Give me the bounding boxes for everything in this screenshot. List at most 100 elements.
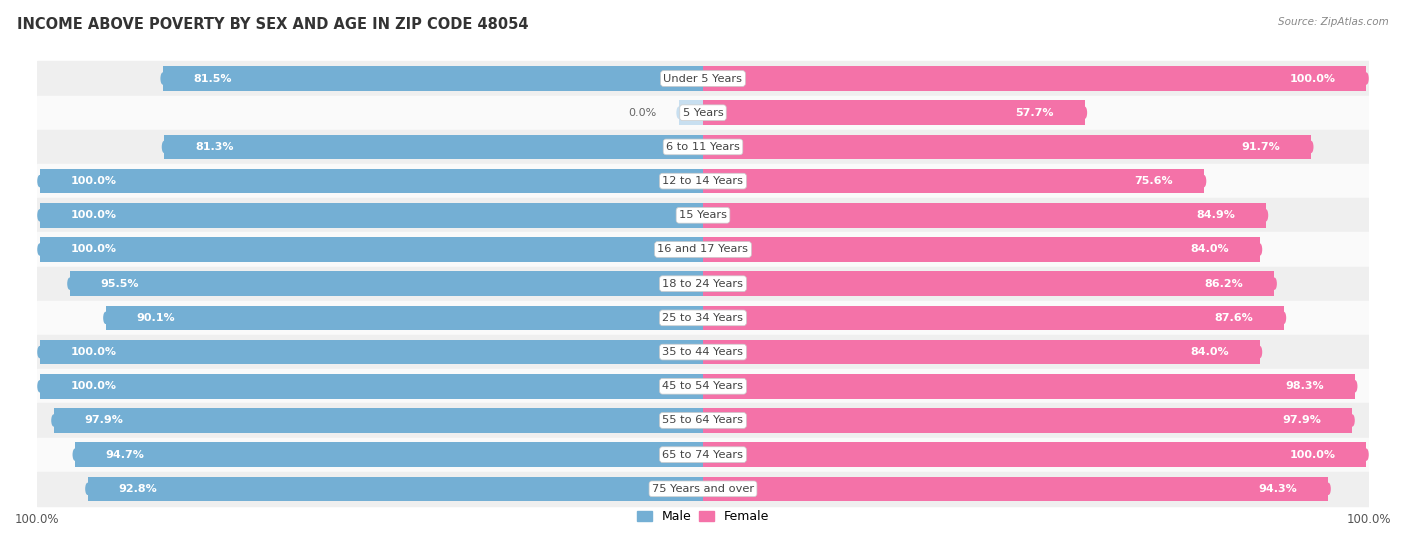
- Circle shape: [37, 380, 42, 392]
- Circle shape: [1083, 107, 1087, 119]
- Bar: [700, 408, 703, 433]
- Bar: [703, 340, 1260, 364]
- Circle shape: [700, 243, 706, 255]
- Bar: [37, 301, 1369, 335]
- Bar: [700, 66, 703, 91]
- Bar: [700, 476, 703, 501]
- Bar: [163, 66, 703, 91]
- Circle shape: [37, 346, 42, 358]
- Circle shape: [700, 175, 706, 187]
- Bar: [703, 374, 1355, 399]
- Circle shape: [700, 277, 706, 290]
- Text: 98.3%: 98.3%: [1285, 381, 1324, 391]
- Text: 100.0%: 100.0%: [70, 347, 117, 357]
- Text: 57.7%: 57.7%: [1015, 108, 1054, 118]
- Circle shape: [67, 277, 72, 290]
- Bar: [703, 408, 1353, 433]
- Bar: [37, 198, 1369, 233]
- Text: 0.0%: 0.0%: [628, 108, 657, 118]
- Text: 16 and 17 Years: 16 and 17 Years: [658, 244, 748, 254]
- Bar: [703, 476, 706, 501]
- Bar: [37, 61, 1369, 96]
- Bar: [37, 335, 1369, 369]
- Circle shape: [1364, 72, 1369, 84]
- Bar: [703, 271, 706, 296]
- Bar: [703, 66, 706, 91]
- Bar: [703, 169, 706, 193]
- Text: 84.0%: 84.0%: [1191, 347, 1229, 357]
- Circle shape: [1264, 209, 1268, 221]
- Circle shape: [700, 414, 706, 427]
- Circle shape: [162, 141, 166, 153]
- Bar: [703, 306, 706, 330]
- Circle shape: [1281, 312, 1286, 324]
- Text: 65 to 74 Years: 65 to 74 Years: [662, 449, 744, 459]
- Text: 18 to 24 Years: 18 to 24 Years: [662, 279, 744, 288]
- Bar: [37, 438, 1369, 472]
- Circle shape: [51, 414, 56, 427]
- Circle shape: [700, 209, 706, 221]
- Circle shape: [700, 141, 706, 153]
- Text: 5 Years: 5 Years: [683, 108, 723, 118]
- Text: Source: ZipAtlas.com: Source: ZipAtlas.com: [1278, 17, 1389, 27]
- Text: 15 Years: 15 Years: [679, 210, 727, 220]
- Bar: [703, 203, 706, 228]
- Circle shape: [1309, 141, 1313, 153]
- Text: 97.9%: 97.9%: [84, 415, 124, 425]
- Text: 100.0%: 100.0%: [70, 244, 117, 254]
- Circle shape: [1257, 243, 1263, 255]
- Bar: [37, 369, 1369, 404]
- Text: 6 to 11 Years: 6 to 11 Years: [666, 142, 740, 152]
- Bar: [39, 374, 703, 399]
- Circle shape: [1326, 482, 1331, 495]
- Text: 55 to 64 Years: 55 to 64 Years: [662, 415, 744, 425]
- Bar: [75, 442, 703, 467]
- Bar: [700, 271, 703, 296]
- Bar: [700, 374, 703, 399]
- Circle shape: [1257, 346, 1263, 358]
- Circle shape: [1272, 277, 1277, 290]
- Text: 94.3%: 94.3%: [1258, 484, 1298, 494]
- Bar: [703, 135, 706, 159]
- Bar: [703, 66, 1367, 91]
- Circle shape: [700, 209, 706, 221]
- Circle shape: [700, 72, 706, 84]
- Circle shape: [700, 312, 706, 324]
- Circle shape: [103, 312, 108, 324]
- Bar: [37, 267, 1369, 301]
- Bar: [87, 476, 703, 501]
- Bar: [703, 306, 1284, 330]
- Bar: [37, 404, 1369, 438]
- Circle shape: [700, 243, 706, 255]
- Circle shape: [73, 448, 77, 461]
- Bar: [700, 169, 703, 193]
- Text: 100.0%: 100.0%: [1289, 449, 1336, 459]
- Text: 75.6%: 75.6%: [1135, 176, 1173, 186]
- Bar: [700, 237, 703, 262]
- Circle shape: [37, 175, 42, 187]
- Text: 81.5%: 81.5%: [194, 74, 232, 83]
- Bar: [703, 135, 1312, 159]
- Bar: [37, 164, 1369, 198]
- Bar: [39, 237, 703, 262]
- Circle shape: [86, 482, 90, 495]
- Circle shape: [37, 243, 42, 255]
- Bar: [700, 442, 703, 467]
- Text: INCOME ABOVE POVERTY BY SEX AND AGE IN ZIP CODE 48054: INCOME ABOVE POVERTY BY SEX AND AGE IN Z…: [17, 17, 529, 32]
- Bar: [703, 408, 706, 433]
- Bar: [700, 306, 703, 330]
- Bar: [703, 476, 1329, 501]
- Text: 97.9%: 97.9%: [1282, 415, 1322, 425]
- Bar: [39, 169, 703, 193]
- Bar: [703, 340, 706, 364]
- Text: 95.5%: 95.5%: [100, 279, 139, 288]
- Circle shape: [1353, 380, 1357, 392]
- Text: 94.7%: 94.7%: [105, 449, 145, 459]
- Text: 81.3%: 81.3%: [195, 142, 233, 152]
- Text: 25 to 34 Years: 25 to 34 Years: [662, 313, 744, 323]
- Circle shape: [700, 482, 706, 495]
- Circle shape: [1202, 175, 1206, 187]
- Bar: [105, 306, 703, 330]
- Bar: [703, 374, 706, 399]
- Circle shape: [700, 346, 706, 358]
